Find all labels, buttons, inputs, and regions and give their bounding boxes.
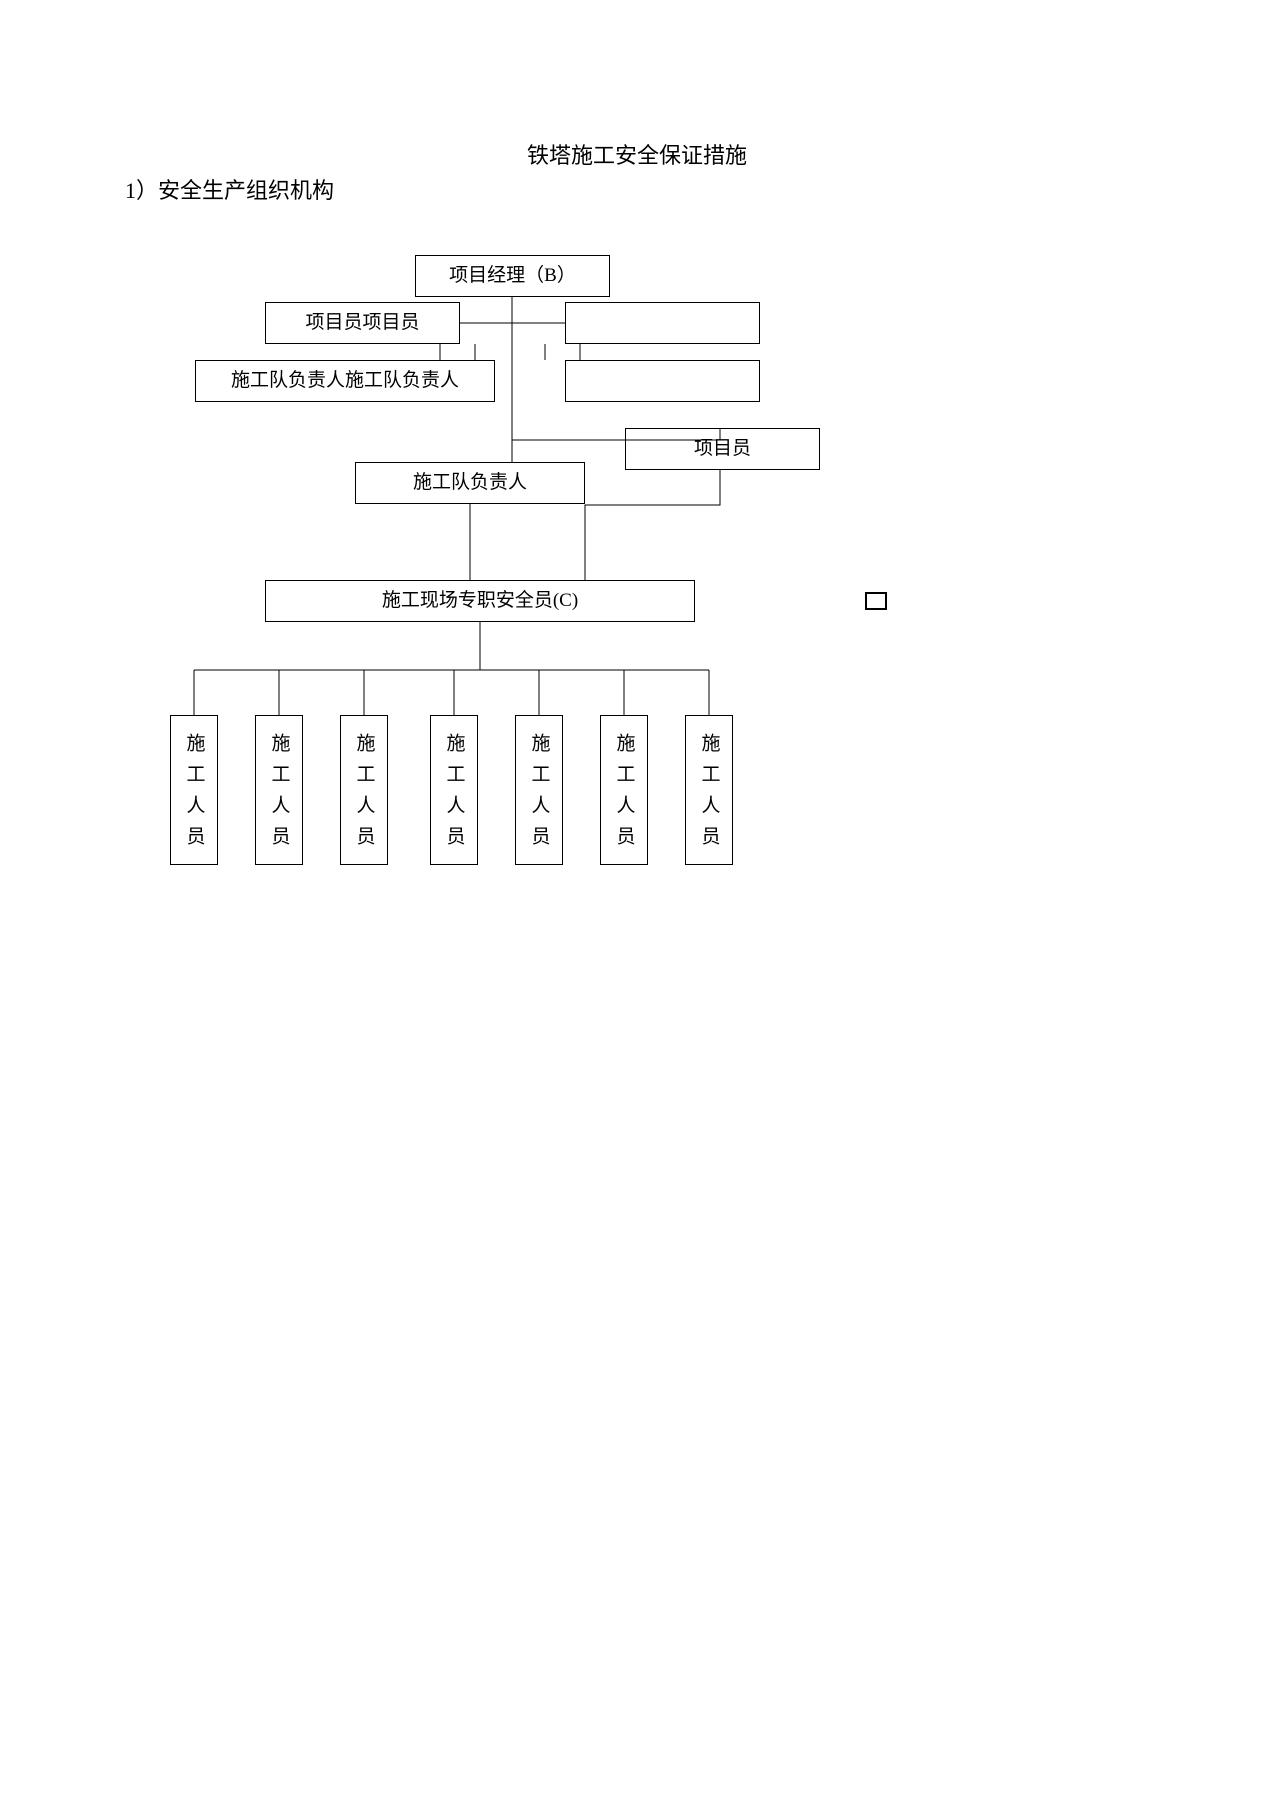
node-empty-right-2 [565,360,760,402]
node-worker-3: 施工人员 [340,715,388,865]
org-chart-edges [0,0,1274,1804]
node-worker-2: 施工人员 [255,715,303,865]
node-label: 项目员 [694,437,751,462]
node-label: 项目员项目员 [305,311,419,336]
node-project-staff-right: 项目员 [625,428,820,470]
node-worker-1: 施工人员 [170,715,218,865]
node-worker-5: 施工人员 [515,715,563,865]
node-label: 施工人员 [526,733,553,857]
node-label: 施工人员 [181,733,208,857]
node-label: 施工人员 [266,733,293,857]
checkbox-icon [865,592,887,610]
node-label: 施工队负责人 [413,471,527,496]
node-team-leader-mid: 施工队负责人 [355,462,585,504]
node-label: 施工人员 [611,733,638,857]
node-worker-7: 施工人员 [685,715,733,865]
node-label: 施工人员 [441,733,468,857]
node-project-manager: 项目经理（B） [415,255,610,297]
node-label: 施工现场专职安全员(C) [382,589,578,614]
node-team-leader-left: 施工队负责人施工队负责人 [195,360,495,402]
node-label: 施工人员 [696,733,723,857]
node-label: 施工队负责人施工队负责人 [231,369,459,394]
node-worker-4: 施工人员 [430,715,478,865]
section-heading: 1）安全生产组织机构 [125,173,334,205]
page: 铁塔施工安全保证措施 1）安全生产组织机构 项目经理（B） 项目员项目员 施工队… [0,0,1274,1804]
node-worker-6: 施工人员 [600,715,648,865]
node-empty-right-1 [565,302,760,344]
document-title: 铁塔施工安全保证措施 [0,138,1274,170]
node-label: 施工人员 [351,733,378,857]
node-project-staff-left: 项目员项目员 [265,302,460,344]
node-safety-officer: 施工现场专职安全员(C) [265,580,695,622]
node-label: 项目经理（B） [449,264,576,289]
